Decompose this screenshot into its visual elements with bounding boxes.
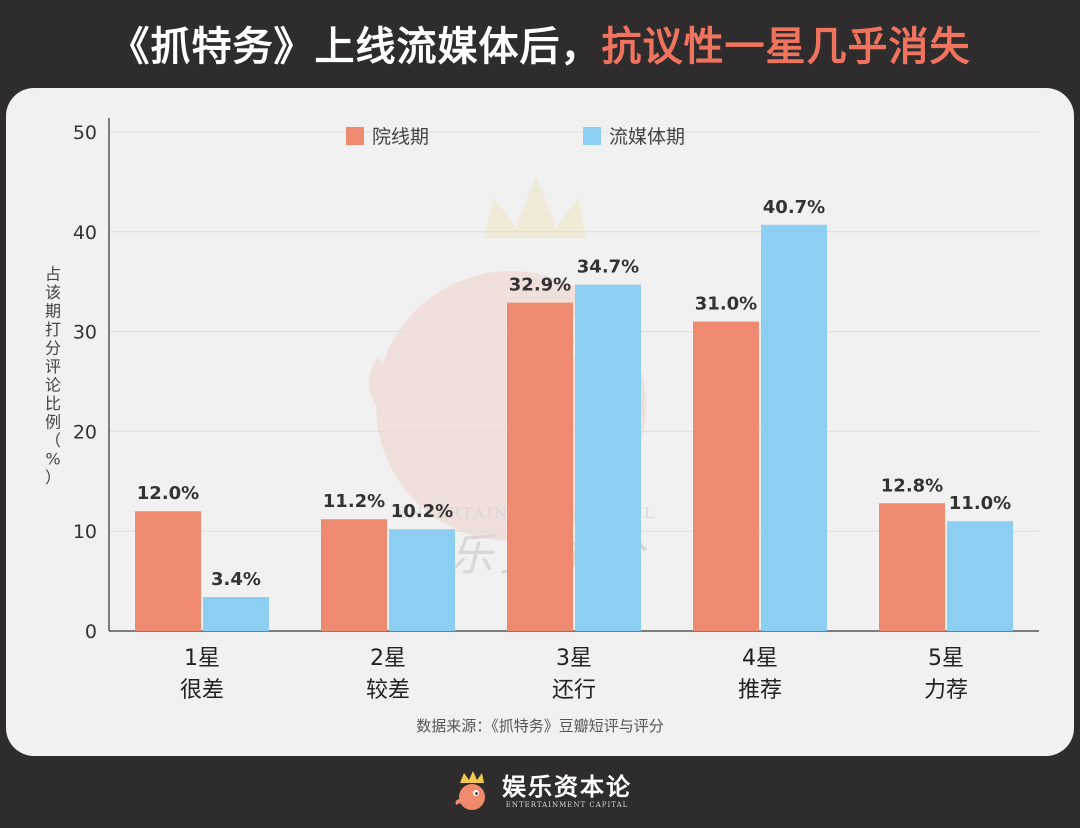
y-axis-label-char: 论 bbox=[45, 375, 61, 394]
brand: 娱乐资本论 ENTERTAINMENT CAPITAL bbox=[502, 775, 632, 809]
x-tick-label: 5星 bbox=[928, 646, 964, 671]
bar-院线期 bbox=[321, 519, 387, 631]
bar-流媒体期 bbox=[575, 284, 641, 631]
data-label: 12.8% bbox=[881, 475, 943, 496]
x-tick-label: 推荐 bbox=[738, 678, 782, 703]
data-label: 34.7% bbox=[577, 257, 639, 278]
mascot-logo-icon bbox=[455, 771, 485, 810]
brand-english: ENTERTAINMENT CAPITAL bbox=[505, 801, 629, 809]
bar-院线期 bbox=[507, 302, 573, 631]
y-tick-label: 20 bbox=[73, 421, 97, 443]
x-tick-label: 2星 bbox=[370, 646, 406, 671]
y-axis-label-char: 打 bbox=[45, 320, 61, 339]
x-tick-label: 力荐 bbox=[924, 678, 968, 703]
y-tick-label: 0 bbox=[85, 621, 97, 643]
y-axis-label-char: ） bbox=[45, 468, 61, 487]
data-label: 11.0% bbox=[949, 493, 1011, 514]
bar-流媒体期 bbox=[389, 529, 455, 631]
bar-流媒体期 bbox=[203, 597, 269, 631]
y-axis-label-char: 评 bbox=[45, 357, 61, 376]
data-label: 3.4% bbox=[211, 569, 261, 590]
x-tick-label: 较差 bbox=[366, 678, 410, 703]
headline-highlight: 抗议性一星几乎消失 bbox=[601, 24, 971, 70]
x-tick-label: 还行 bbox=[552, 678, 596, 703]
y-axis-label-char: （ bbox=[45, 431, 61, 450]
bar-chart: ENTERTAINMENT CAPITAL娱乐资本论01020304050占该期… bbox=[45, 118, 1039, 735]
x-tick-label: 1星 bbox=[184, 646, 220, 671]
y-tick-label: 40 bbox=[73, 222, 97, 244]
y-axis-label-char: % bbox=[45, 449, 60, 468]
legend-label: 流媒体期 bbox=[609, 126, 685, 148]
x-tick-label: 4星 bbox=[742, 646, 778, 671]
headline: 《抓特务》上线流媒体后，抗议性一星几乎消失 bbox=[0, 14, 1080, 72]
y-tick-label: 50 bbox=[73, 122, 97, 144]
data-label: 31.0% bbox=[695, 294, 757, 315]
source-note: 数据来源：《抓特务》豆瓣短评与评分 bbox=[416, 717, 664, 735]
legend-swatch bbox=[346, 127, 364, 145]
data-label: 12.0% bbox=[137, 483, 199, 504]
footer-logo: 娱乐资本论 ENTERTAINMENT CAPITAL bbox=[0, 762, 1080, 822]
brand-name: 娱乐资本论 bbox=[502, 772, 632, 801]
data-label: 10.2% bbox=[391, 501, 453, 522]
data-label: 32.9% bbox=[509, 275, 571, 296]
headline-part1: 《抓特务》上线流媒体后， bbox=[109, 24, 602, 70]
bar-院线期 bbox=[135, 511, 201, 631]
y-axis-label-char: 期 bbox=[45, 301, 61, 320]
data-label: 11.2% bbox=[323, 491, 385, 512]
chart-card: ENTERTAINMENT CAPITAL娱乐资本论01020304050占该期… bbox=[6, 88, 1074, 756]
y-axis-label-char: 分 bbox=[45, 338, 61, 357]
x-tick-label: 3星 bbox=[556, 646, 592, 671]
y-axis-label-char: 例 bbox=[45, 412, 61, 431]
y-tick-label: 10 bbox=[73, 521, 97, 543]
bar-院线期 bbox=[879, 503, 945, 631]
y-axis-label-char: 该 bbox=[45, 283, 61, 302]
bar-流媒体期 bbox=[947, 521, 1013, 631]
watermark-shape bbox=[368, 358, 403, 418]
y-axis-label-char: 比 bbox=[45, 394, 61, 413]
y-tick-label: 30 bbox=[73, 322, 97, 344]
y-axis-label: 占该期打分评论比例（%） bbox=[45, 264, 61, 487]
legend-label: 院线期 bbox=[372, 126, 429, 148]
legend-swatch bbox=[583, 127, 601, 145]
bar-院线期 bbox=[693, 321, 759, 631]
y-axis-label-char: 占 bbox=[45, 264, 61, 283]
x-tick-label: 很差 bbox=[180, 678, 224, 703]
watermark-shape bbox=[484, 176, 586, 238]
bar-流媒体期 bbox=[761, 224, 827, 631]
data-label: 40.7% bbox=[763, 197, 825, 218]
